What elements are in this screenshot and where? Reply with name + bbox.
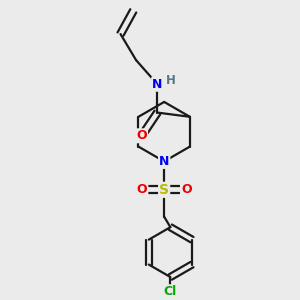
Text: O: O — [136, 129, 147, 142]
Text: S: S — [159, 183, 169, 197]
Text: H: H — [166, 74, 176, 87]
Text: O: O — [181, 183, 192, 196]
Text: O: O — [137, 183, 147, 196]
Text: N: N — [159, 155, 169, 168]
Text: N: N — [152, 78, 163, 91]
Text: Cl: Cl — [164, 285, 177, 298]
